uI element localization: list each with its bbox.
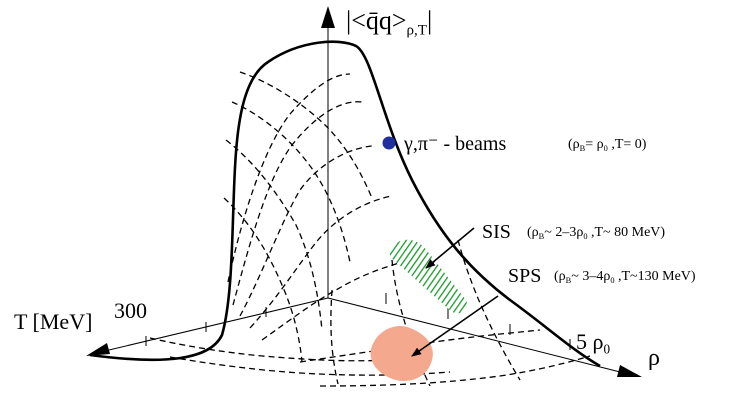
density-tick-label: 5 ρ0 [576,329,611,357]
beams-label: γ,π⁻ - beams [404,133,507,155]
sis-region [389,239,468,314]
sis-pointer-arrow [425,227,475,269]
density-axis [327,297,629,375]
sps-region [370,326,433,382]
surface-outline [89,40,601,368]
temperature-axis [91,297,329,355]
surface-grid [149,71,591,387]
axis-ticks [145,293,571,350]
sps-label: SPS [508,265,542,287]
sps-pointer-arrow [411,295,499,357]
temperature-tick-label: 300 [114,298,147,323]
sis-conditions: (ρB~ 2–3ρ0 ,T~ 80 MeV) [527,225,666,241]
sis-label: SIS [482,221,511,243]
beams-conditions: (ρB= ρ0 ,T= 0) [568,137,647,153]
temperature-axis-label: T [MeV] [14,309,93,334]
temperature-axis-arrowhead [86,343,110,356]
vertical-axis-arrowhead [321,6,335,28]
condensate-axis-label: |<q̄q>ρ,T| [346,6,433,39]
density-axis-label: ρ [648,345,660,371]
density-axis-arrowhead [617,365,642,377]
beams-marker [382,136,396,150]
sps-conditions: (ρB~ 3–4ρ0 ,T~130 MeV) [554,269,696,285]
